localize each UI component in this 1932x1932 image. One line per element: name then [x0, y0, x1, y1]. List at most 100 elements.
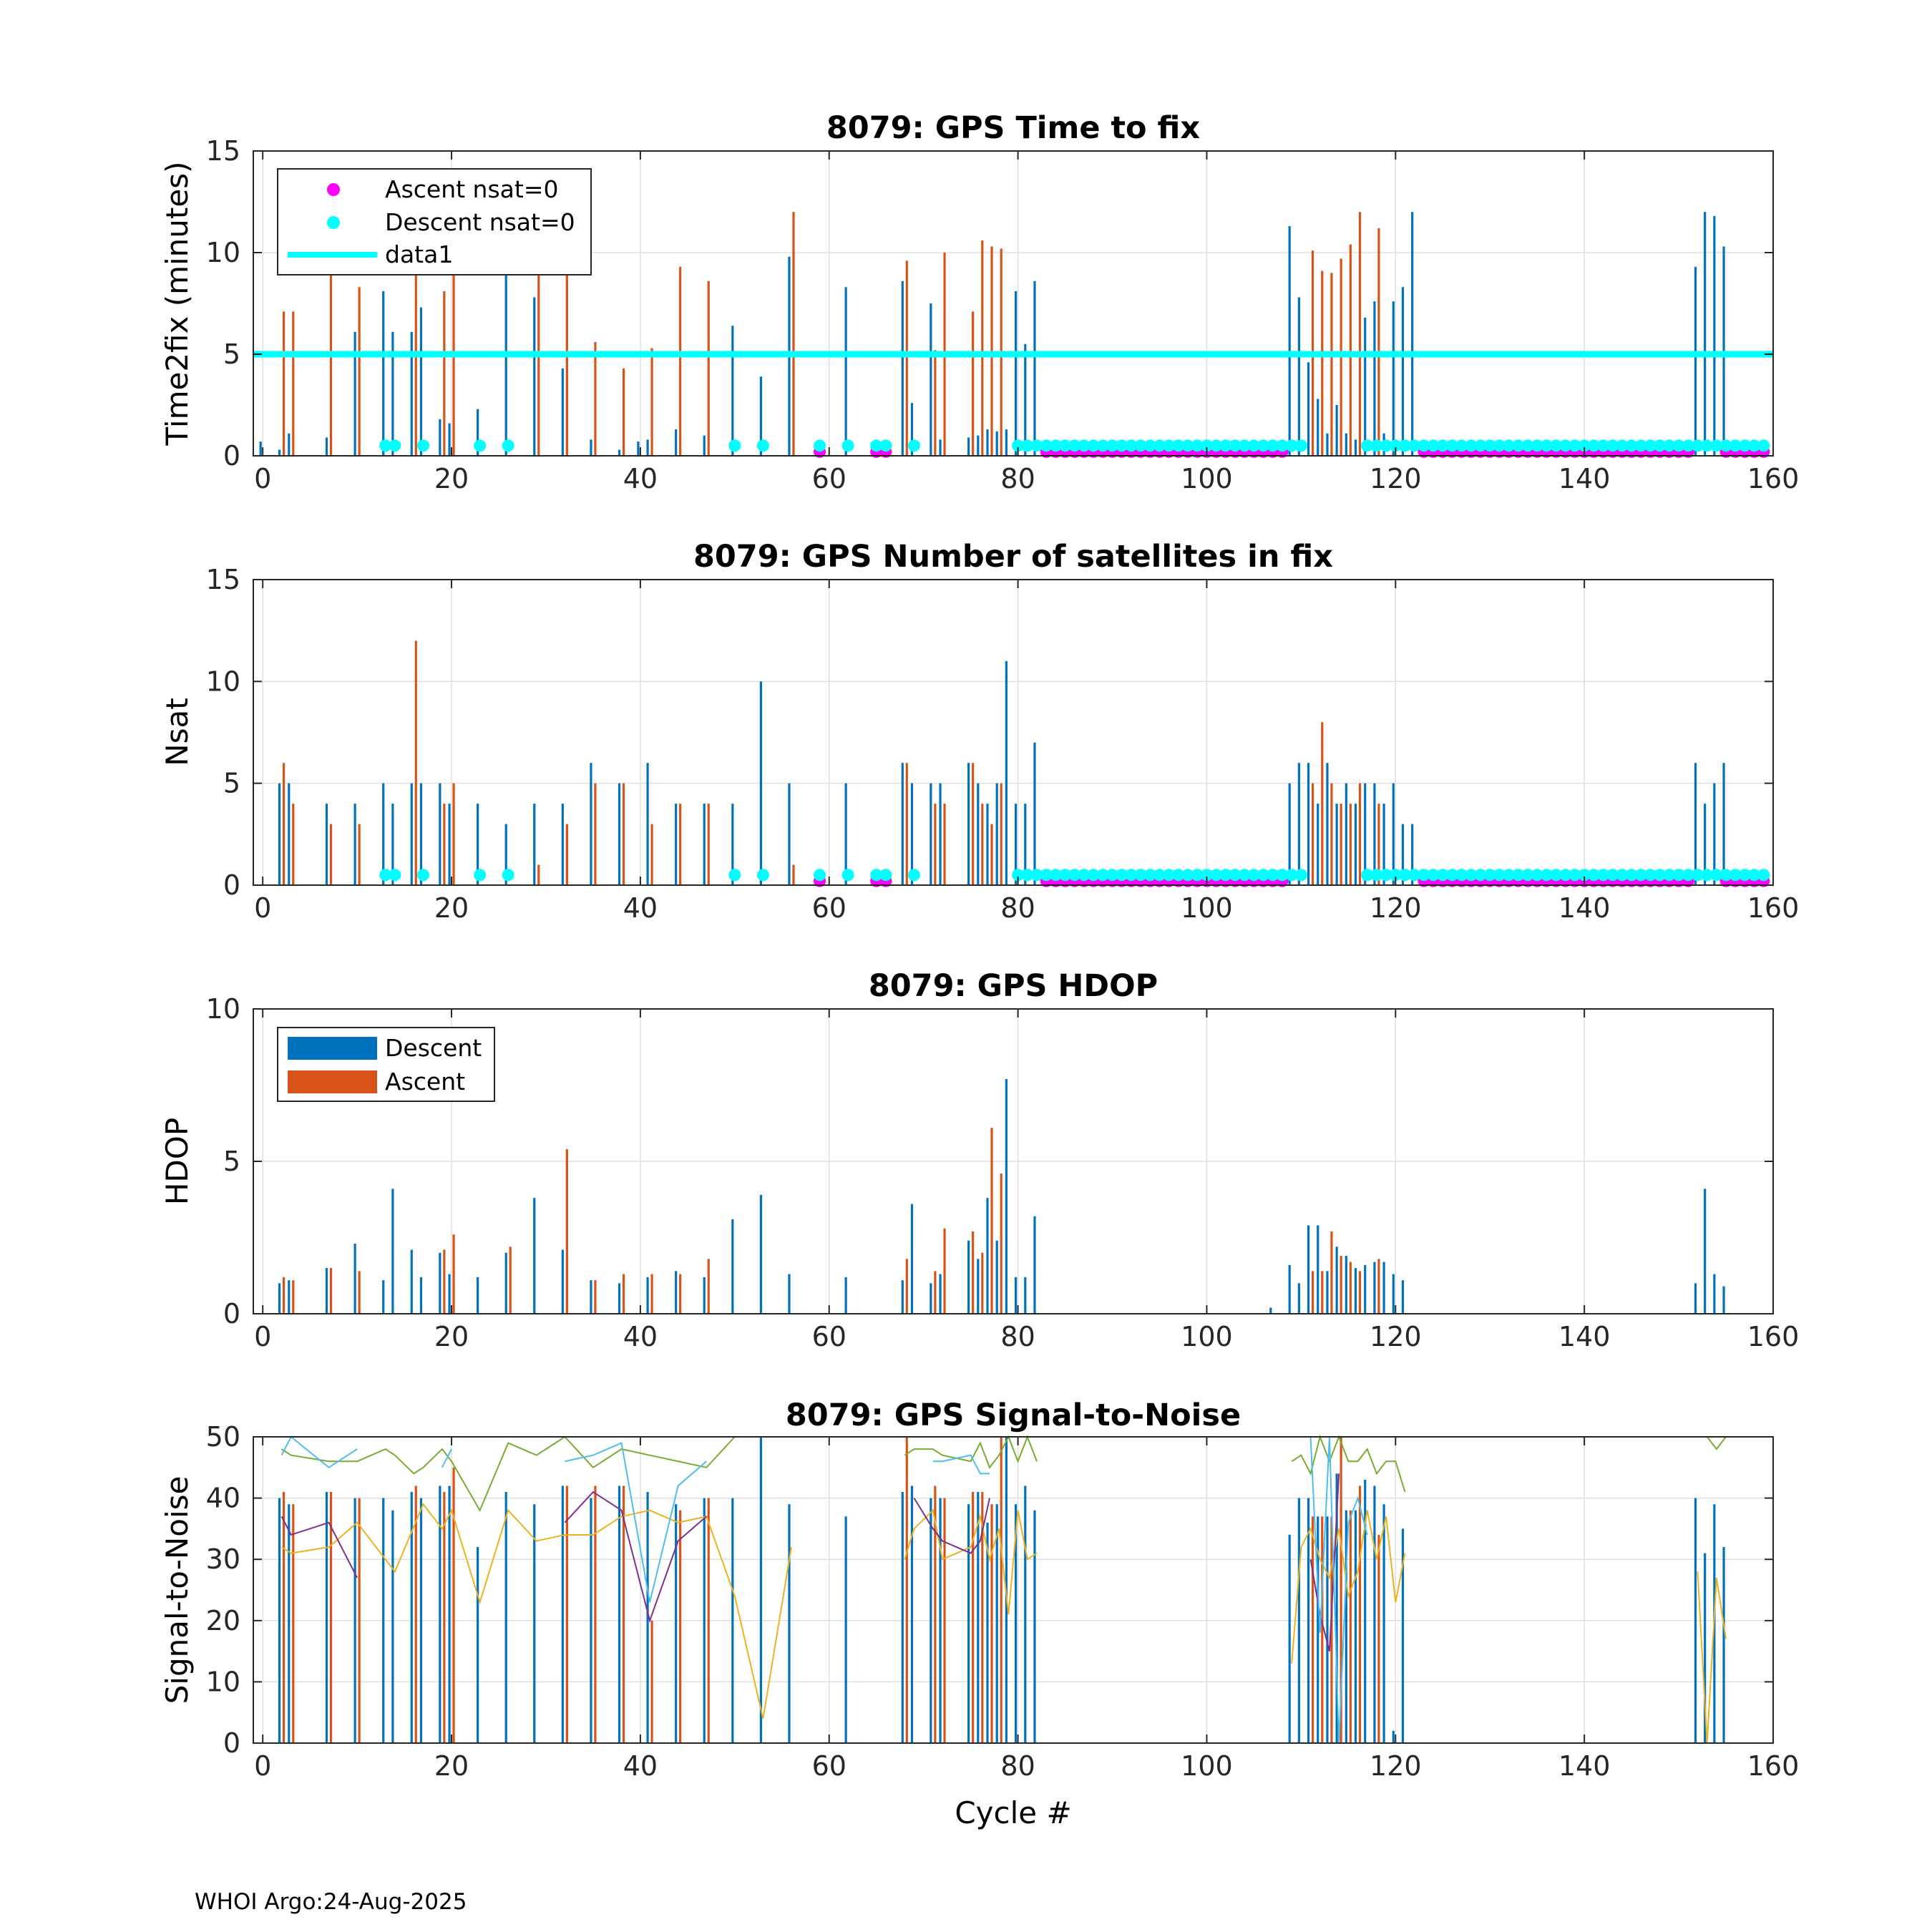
snr-line-segment: [1291, 1510, 1406, 1664]
descent-nsat0-marker: [1436, 439, 1449, 452]
descent-bar: [1364, 1264, 1367, 1314]
descent-nsat0-marker: [416, 869, 429, 882]
ascent-bar: [1321, 1271, 1324, 1314]
descent-bar: [1335, 804, 1338, 885]
ascent-bar: [972, 763, 975, 885]
descent-nsat0-marker: [1247, 439, 1260, 452]
descent-bar: [561, 1249, 564, 1314]
x-tick-label: 0: [254, 463, 271, 494]
x-tick-label: 80: [1000, 1321, 1035, 1352]
descent-nsat0-marker: [841, 439, 854, 452]
descent-bar: [1354, 804, 1357, 885]
ascent-bar: [622, 1485, 625, 1743]
descent-bar: [1373, 783, 1376, 885]
descent-bar: [910, 783, 914, 885]
descent-bar: [391, 331, 394, 456]
descent-bar: [731, 804, 734, 885]
ascent-bar: [1340, 804, 1342, 885]
descent-bar: [1005, 429, 1008, 456]
legend-descent: Descent: [385, 1034, 482, 1062]
descent-nsat0-marker: [756, 439, 769, 452]
descent-nsat0-marker: [1606, 869, 1619, 882]
descent-bar: [1401, 824, 1405, 885]
descent-nsat0-marker: [1663, 869, 1676, 882]
descent-nsat0-marker: [1238, 439, 1251, 452]
descent-nsat0-marker: [1049, 869, 1062, 882]
descent-bar: [1392, 1274, 1395, 1314]
ascent-bar: [981, 240, 984, 456]
ascent-bar: [679, 804, 682, 885]
descent-bar: [967, 437, 970, 456]
snr-ylabel: Signal-to-Noise: [160, 1476, 195, 1704]
ascent-bar: [981, 804, 984, 885]
ascent-bar: [452, 1234, 455, 1314]
x-tick-label: 100: [1181, 1321, 1233, 1352]
ascent-bar: [358, 1271, 361, 1314]
ascent-bar: [934, 804, 937, 885]
descent-bar: [1024, 343, 1027, 456]
descent-nsat0-marker: [907, 869, 920, 882]
descent-bar: [977, 435, 980, 456]
descent-nsat0-marker: [1267, 439, 1279, 452]
ascent-bar: [537, 275, 540, 456]
descent-nsat0-marker: [1361, 869, 1374, 882]
ascent-bar: [650, 1620, 653, 1743]
descent-bar: [504, 1492, 507, 1743]
ascent-bar: [452, 270, 455, 456]
descent-bar: [410, 1249, 413, 1314]
descent-nsat0-marker: [1257, 439, 1270, 452]
ascent-bar: [594, 783, 597, 885]
descent-bar: [995, 1240, 998, 1314]
descent-bar: [1345, 1256, 1347, 1314]
descent-nsat0-marker: [1719, 439, 1732, 452]
descent-nsat0-marker: [1644, 439, 1657, 452]
descent-nsat0-marker: [1427, 439, 1440, 452]
descent-bar: [439, 783, 441, 885]
descent-bar: [1297, 297, 1300, 456]
descent-bar: [1033, 1510, 1036, 1743]
descent-nsat0-marker: [1068, 439, 1081, 452]
descent-nsat0-marker: [1738, 869, 1751, 882]
descent-bar: [353, 1498, 356, 1743]
descent-bar: [439, 419, 441, 456]
legend-ascent-nsat0: Ascent nsat=0: [385, 175, 558, 203]
descent-nsat0-marker: [1455, 439, 1468, 452]
descent-nsat0-marker: [1587, 439, 1600, 452]
snr-line-segment: [1706, 1436, 1727, 1450]
descent-bar: [1014, 1504, 1018, 1743]
ascent-bar: [934, 350, 937, 456]
ascent-bar: [1311, 1516, 1314, 1743]
descent-nsat0-marker: [1483, 439, 1496, 452]
y-tick-label: 10: [206, 665, 240, 697]
ascent-bar: [1330, 1231, 1333, 1314]
descent-nsat0-marker: [1294, 869, 1307, 882]
descent-nsat0-marker: [1030, 869, 1043, 882]
snr-line-segment: [564, 1491, 707, 1624]
descent-bar: [618, 1283, 621, 1314]
y-tick-label: 20: [206, 1605, 240, 1636]
ascent-bar: [282, 1492, 286, 1743]
x-tick-label: 20: [434, 463, 469, 494]
descent-bar: [1373, 1262, 1376, 1314]
descent-bar: [939, 783, 942, 885]
descent-bar: [703, 1498, 706, 1743]
descent-nsat0-marker: [907, 439, 920, 452]
y-tick-label: 0: [223, 869, 240, 901]
descent-bar: [731, 326, 734, 456]
descent-bar: [288, 783, 291, 885]
descent-bar: [1288, 783, 1291, 885]
descent-nsat0-marker: [1521, 869, 1534, 882]
descent-bar: [1694, 1283, 1697, 1314]
descent-nsat0-marker: [728, 439, 741, 452]
descent-nsat0-marker: [1040, 439, 1053, 452]
time-to-fix-ylabel: Time2fix (minutes): [160, 162, 195, 447]
descent-nsat0-marker: [1096, 439, 1109, 452]
descent-nsat0-marker: [1672, 869, 1685, 882]
descent-bar: [533, 297, 536, 456]
x-tick-label: 160: [1747, 892, 1800, 924]
descent-nsat0-marker: [1143, 869, 1156, 882]
descent-nsat0-marker: [1181, 439, 1194, 452]
descent-nsat0-marker: [1012, 439, 1025, 452]
descent-bar: [1326, 763, 1329, 885]
descent-bar: [325, 804, 328, 885]
